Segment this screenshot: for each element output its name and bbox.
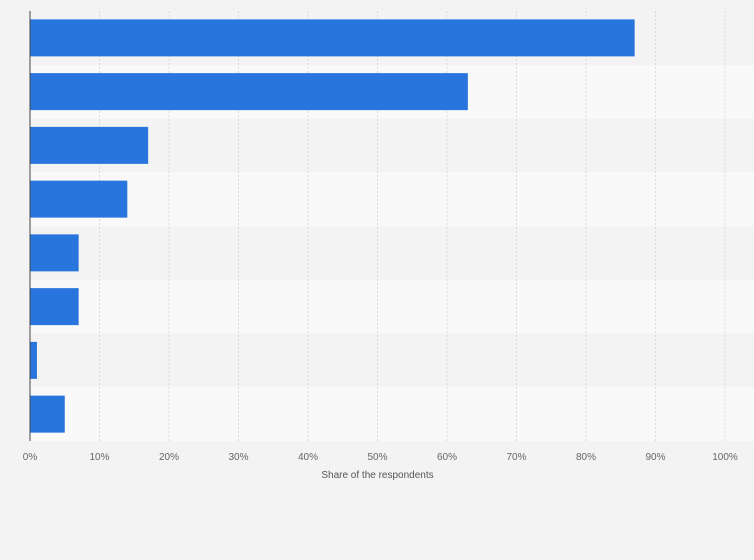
bar bbox=[30, 126, 149, 164]
x-tick-label: 40% bbox=[298, 452, 318, 463]
row-band bbox=[30, 387, 754, 441]
bar bbox=[30, 395, 65, 433]
x-tick-label: 50% bbox=[367, 452, 387, 463]
x-tick-label: 90% bbox=[645, 452, 665, 463]
bar bbox=[30, 19, 635, 57]
row-band bbox=[30, 118, 754, 173]
x-tick-label: 70% bbox=[506, 452, 526, 463]
x-tick-label: 80% bbox=[576, 452, 596, 463]
x-tick-label: 100% bbox=[712, 452, 738, 463]
bar bbox=[30, 180, 128, 218]
bar bbox=[30, 73, 468, 111]
bar bbox=[30, 234, 79, 272]
bar bbox=[30, 341, 37, 379]
row-band bbox=[30, 226, 754, 280]
x-axis-ticks: 0% 10% 20% 30% 40% 50% 60% 70% 80% 90% 100% bbox=[23, 452, 738, 463]
x-tick-label: 20% bbox=[159, 452, 179, 463]
bars bbox=[30, 19, 635, 433]
x-tick-label: 0% bbox=[23, 452, 38, 463]
row-band bbox=[30, 172, 754, 226]
row-band bbox=[30, 333, 754, 388]
bar bbox=[30, 288, 79, 326]
x-tick-label: 10% bbox=[89, 452, 109, 463]
x-tick-label: 30% bbox=[228, 452, 248, 463]
row-bands bbox=[30, 11, 754, 441]
x-axis-title: Share of the respondents bbox=[321, 470, 433, 481]
row-band bbox=[30, 279, 754, 334]
x-tick-label: 60% bbox=[437, 452, 457, 463]
